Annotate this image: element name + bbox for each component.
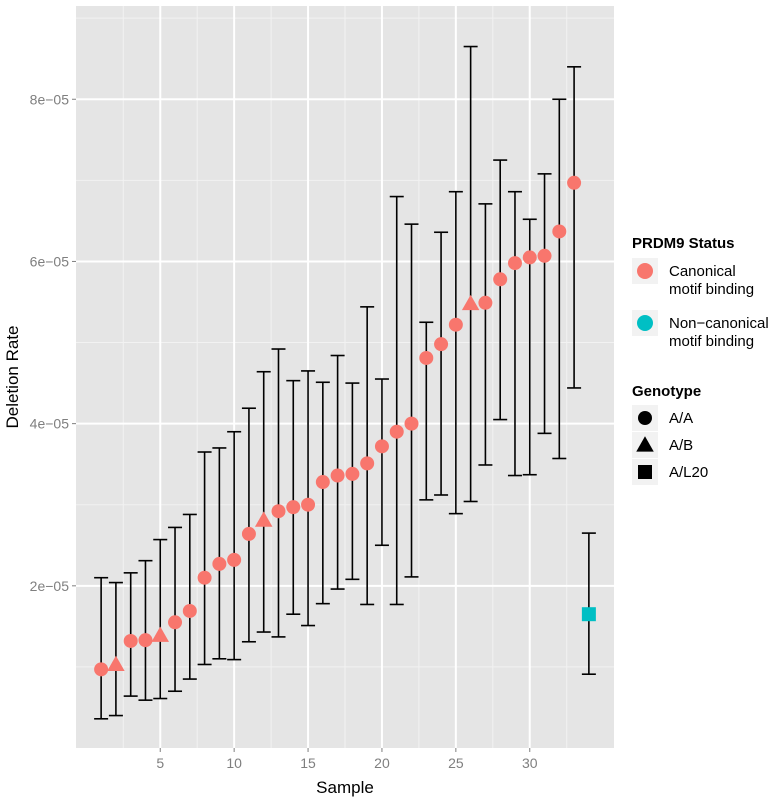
data-point xyxy=(254,511,273,527)
legend-genotype-swatch xyxy=(638,411,652,425)
legend-status-label: Canonical xyxy=(669,263,736,280)
data-point xyxy=(168,615,183,630)
data-point xyxy=(404,416,419,431)
data-points xyxy=(94,175,596,677)
x-tick-label: 5 xyxy=(156,755,164,771)
legend-genotype-label: A/A xyxy=(669,410,693,427)
data-point xyxy=(315,475,330,490)
legend-status-title: PRDM9 Status xyxy=(632,235,735,252)
x-tick-label: 10 xyxy=(226,755,242,771)
data-point xyxy=(212,556,227,571)
data-point xyxy=(507,256,522,271)
legend-status-swatch xyxy=(637,315,653,331)
data-point xyxy=(345,466,360,481)
legend-genotype-title: Genotype xyxy=(632,383,701,400)
data-point xyxy=(301,497,316,512)
data-point xyxy=(151,626,169,642)
y-axis-title: Deletion Rate xyxy=(3,325,22,428)
data-point xyxy=(182,603,197,618)
data-point xyxy=(107,655,125,672)
legend-status-label: motif binding xyxy=(669,333,754,350)
data-point xyxy=(138,633,153,648)
data-point xyxy=(197,570,212,585)
data-point xyxy=(360,456,375,471)
x-tick-label: 25 xyxy=(448,755,464,771)
data-point xyxy=(552,224,567,239)
data-point xyxy=(567,175,582,190)
data-point xyxy=(448,317,463,332)
error-bars xyxy=(94,45,596,720)
legend-genotype-swatch xyxy=(636,436,654,452)
data-point xyxy=(94,662,109,677)
data-point xyxy=(478,295,493,310)
y-tick-label: 4e−05 xyxy=(30,416,70,432)
legend-status-label: Non−canonical xyxy=(669,315,769,332)
y-axis-ticks: 2e−05 4e−05 6e−05 8e−05 xyxy=(30,91,76,594)
x-axis-title: Sample xyxy=(316,778,374,797)
data-point xyxy=(330,468,345,483)
data-point xyxy=(271,504,286,519)
data-point xyxy=(522,250,537,265)
x-tick-label: 15 xyxy=(300,755,316,771)
data-point xyxy=(241,526,256,541)
x-tick-label: 20 xyxy=(374,755,390,771)
grid-minor xyxy=(76,6,614,748)
data-point xyxy=(123,633,138,648)
data-point xyxy=(461,294,480,311)
data-point xyxy=(286,500,301,515)
legend-genotype-swatch xyxy=(638,465,652,479)
data-point xyxy=(581,607,596,622)
data-point xyxy=(227,552,242,567)
data-point xyxy=(389,424,404,439)
data-point xyxy=(537,248,552,263)
data-point xyxy=(374,439,389,454)
legend-genotype-label: A/L20 xyxy=(669,464,708,481)
data-point xyxy=(419,350,434,365)
y-tick-label: 8e−05 xyxy=(30,91,70,107)
data-point xyxy=(493,272,508,287)
legend-status-swatch xyxy=(637,263,653,279)
legend-status-label: motif binding xyxy=(669,281,754,298)
legend-genotype-items: A/A A/B A/L20 xyxy=(632,405,708,485)
y-tick-label: 2e−05 xyxy=(30,578,70,594)
legend-genotype-label: A/B xyxy=(669,437,693,454)
x-axis-ticks: 5 10 15 20 25 30 xyxy=(156,748,538,771)
y-tick-label: 6e−05 xyxy=(30,253,70,269)
data-point xyxy=(434,337,449,352)
x-tick-label: 30 xyxy=(522,755,538,771)
